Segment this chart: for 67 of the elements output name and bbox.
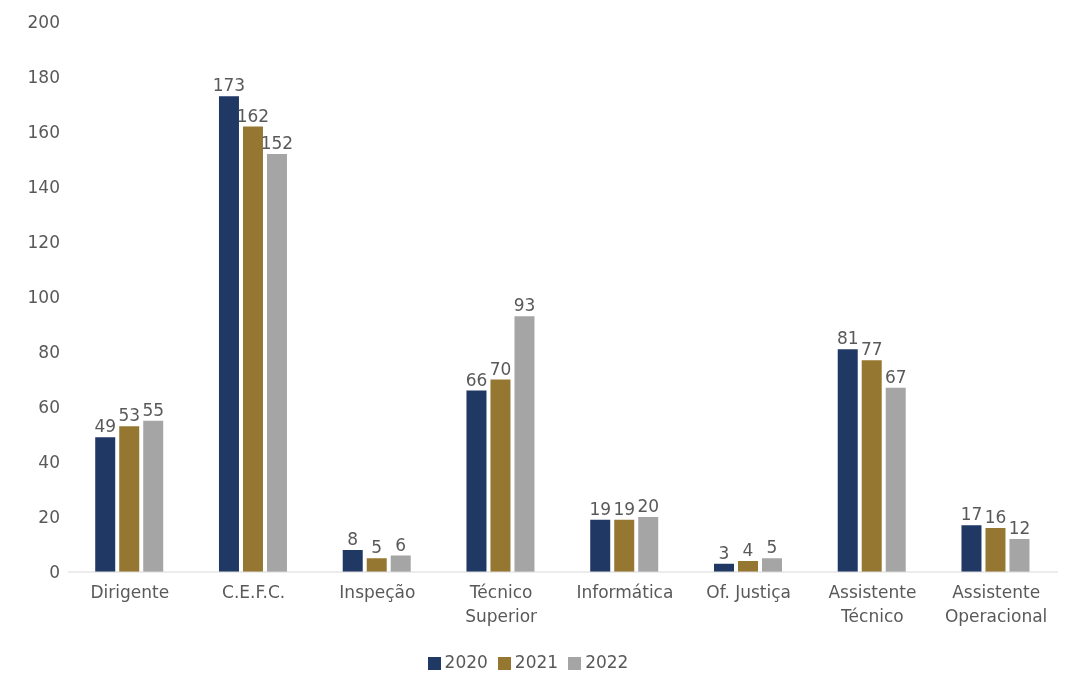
legend-label: 2022 <box>585 652 629 672</box>
x-tick-label: C.E.F.C. <box>222 582 286 602</box>
bar <box>466 390 487 572</box>
bar <box>143 420 164 572</box>
data-label: 8 <box>347 529 359 549</box>
x-tick-label: Informática <box>576 582 674 602</box>
y-tick-label: 20 <box>38 507 60 528</box>
data-label: 77 <box>860 339 883 360</box>
bar <box>119 426 140 572</box>
x-tick-label: Assistente Técnico <box>828 582 917 626</box>
bar <box>242 126 263 572</box>
data-label: 19 <box>589 498 612 519</box>
bar <box>837 349 858 572</box>
legend-label: 2020 <box>444 652 488 672</box>
y-tick-label: 140 <box>27 177 60 198</box>
x-tick-label: Assistente Operacional <box>944 582 1048 626</box>
x-tick-label: Dirigente <box>90 582 170 602</box>
data-label: 5 <box>766 537 778 558</box>
data-label: 4 <box>742 540 754 560</box>
data-label: 17 <box>960 504 983 525</box>
y-tick-label: 80 <box>38 342 60 363</box>
bar <box>885 387 906 572</box>
data-label: 6 <box>395 534 407 555</box>
bar <box>614 519 635 572</box>
bar <box>390 555 411 572</box>
legend-label: 2021 <box>514 652 559 672</box>
y-tick-label: 120 <box>27 232 60 253</box>
y-tick-label: 40 <box>38 452 60 473</box>
y-tick-label: 0 <box>49 562 60 583</box>
bar <box>342 550 363 572</box>
bar <box>514 316 535 572</box>
bar <box>95 437 116 572</box>
bar <box>638 517 659 572</box>
data-label: 19 <box>613 498 636 519</box>
data-label: 3 <box>718 542 730 563</box>
data-label: 12 <box>1008 518 1031 538</box>
data-label: 93 <box>513 295 536 316</box>
y-tick-label: 180 <box>27 67 60 88</box>
bar <box>490 379 511 572</box>
bar <box>366 558 387 572</box>
data-label: 67 <box>884 366 907 387</box>
data-label: 66 <box>465 369 488 390</box>
bar <box>266 154 287 572</box>
bar <box>1009 539 1030 572</box>
data-label: 70 <box>489 358 512 379</box>
data-label: 55 <box>142 399 165 420</box>
y-tick-label: 100 <box>27 287 60 308</box>
bar <box>590 519 611 572</box>
x-tick-label: Inspeção <box>339 582 416 602</box>
x-tick-label: Técnico Superior <box>465 582 538 626</box>
data-label: 49 <box>94 416 117 437</box>
y-tick-label: 60 <box>38 397 60 418</box>
x-tick-label: Of. Justiça <box>706 582 791 602</box>
bar <box>985 528 1006 572</box>
bar <box>218 96 239 572</box>
data-label: 16 <box>984 507 1007 527</box>
y-tick-label: 160 <box>27 122 60 143</box>
bar <box>737 561 758 572</box>
y-tick-label: 200 <box>27 12 60 33</box>
bar <box>861 360 882 572</box>
data-label: 20 <box>637 496 660 516</box>
data-label: 5 <box>371 537 383 558</box>
bar <box>961 525 982 572</box>
data-label: 53 <box>118 405 141 426</box>
data-label: 173 <box>212 75 246 96</box>
data-label: 81 <box>836 328 859 349</box>
bar <box>761 558 782 572</box>
